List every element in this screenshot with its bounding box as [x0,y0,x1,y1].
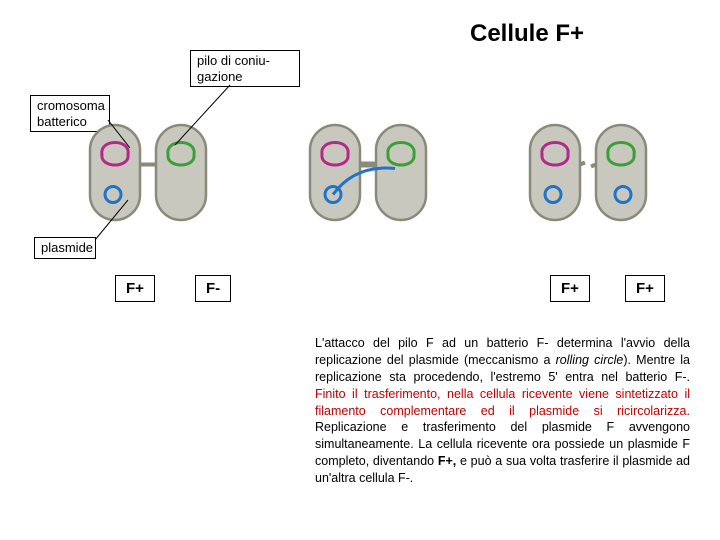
f-label-1: F- [195,275,231,302]
f-label-3: F+ [625,275,665,302]
conjugation-diagram [0,0,720,260]
f-label-2: F+ [550,275,590,302]
description-paragraph: L'attacco del pilo F ad un batterio F- d… [315,335,690,487]
f-label-0: F+ [115,275,155,302]
